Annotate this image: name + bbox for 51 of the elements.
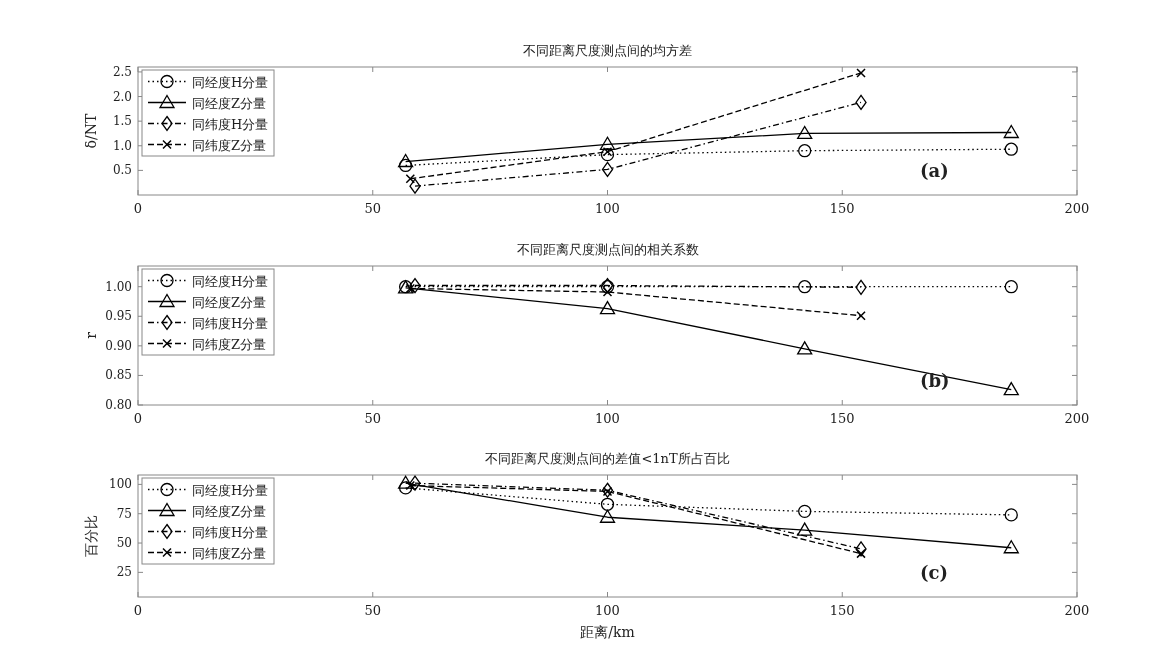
- x-tick-label: 200: [1064, 201, 1090, 216]
- y-tick-label: 25: [116, 565, 132, 580]
- y-tick-label: 1.0: [112, 138, 132, 153]
- chart-title: 不同距离尺度测点间的相关系数: [516, 242, 699, 257]
- x-tick-label: 100: [595, 201, 620, 216]
- chart-title: 不同距离尺度测点间的差值<1nT所占百比: [485, 451, 730, 466]
- x-tick-label: 150: [829, 201, 855, 216]
- x-tick-label: 50: [364, 201, 382, 216]
- y-tick-label: 1.5: [112, 114, 132, 129]
- annotation: (b): [920, 370, 950, 391]
- x-tick-label: 200: [1064, 411, 1090, 426]
- y-axis-title: δ/NT: [83, 112, 99, 149]
- y-tick-label: 0.85: [105, 368, 132, 383]
- y-tick-label: 2.0: [112, 89, 132, 104]
- x-tick-label: 100: [595, 603, 620, 618]
- y-tick-label: 75: [116, 506, 132, 521]
- y-tick-label: 0.90: [105, 338, 132, 353]
- x-tick-label: 150: [829, 411, 855, 426]
- y-tick-label: 50: [116, 536, 132, 551]
- legend-label: 同纬度H分量: [192, 116, 269, 132]
- x-tick-label: 100: [595, 411, 620, 426]
- legend-label: 同经度H分量: [192, 74, 269, 90]
- legend-label: 同经度H分量: [192, 273, 269, 289]
- x-tick-label: 0: [133, 201, 143, 216]
- legend-label: 同经度Z分量: [192, 95, 267, 111]
- legend-label: 同纬度H分量: [192, 524, 269, 540]
- legend-label: 同经度Z分量: [192, 294, 267, 310]
- y-tick-label: 0.95: [105, 309, 132, 324]
- x-tick-label: 50: [364, 603, 382, 618]
- x-tick-label: 200: [1064, 603, 1090, 618]
- y-tick-label: 0.5: [112, 163, 132, 178]
- annotation: (a): [920, 160, 949, 181]
- y-axis-title: 百分比: [83, 515, 99, 557]
- y-tick-label: 2.5: [112, 64, 132, 79]
- y-tick-label: 1.00: [105, 279, 132, 294]
- legend-label: 同纬度Z分量: [192, 545, 267, 561]
- legend-label: 同经度H分量: [192, 482, 269, 498]
- y-axis-title: r: [83, 331, 99, 339]
- x-tick-label: 150: [829, 603, 855, 618]
- legend-label: 同纬度H分量: [192, 315, 269, 331]
- legend-label: 同纬度Z分量: [192, 336, 267, 352]
- legend-label: 同纬度Z分量: [192, 137, 267, 153]
- x-tick-label: 50: [364, 411, 382, 426]
- x-axis-title: 距离/km: [580, 624, 635, 640]
- chart-title: 不同距离尺度测点间的均方差: [523, 43, 692, 58]
- y-tick-label: 0.80: [105, 398, 132, 412]
- legend-label: 同经度Z分量: [192, 503, 267, 519]
- x-tick-label: 0: [133, 603, 143, 618]
- x-tick-label: 0: [133, 411, 143, 426]
- annotation: (c): [920, 562, 948, 583]
- y-tick-label: 100: [109, 477, 132, 492]
